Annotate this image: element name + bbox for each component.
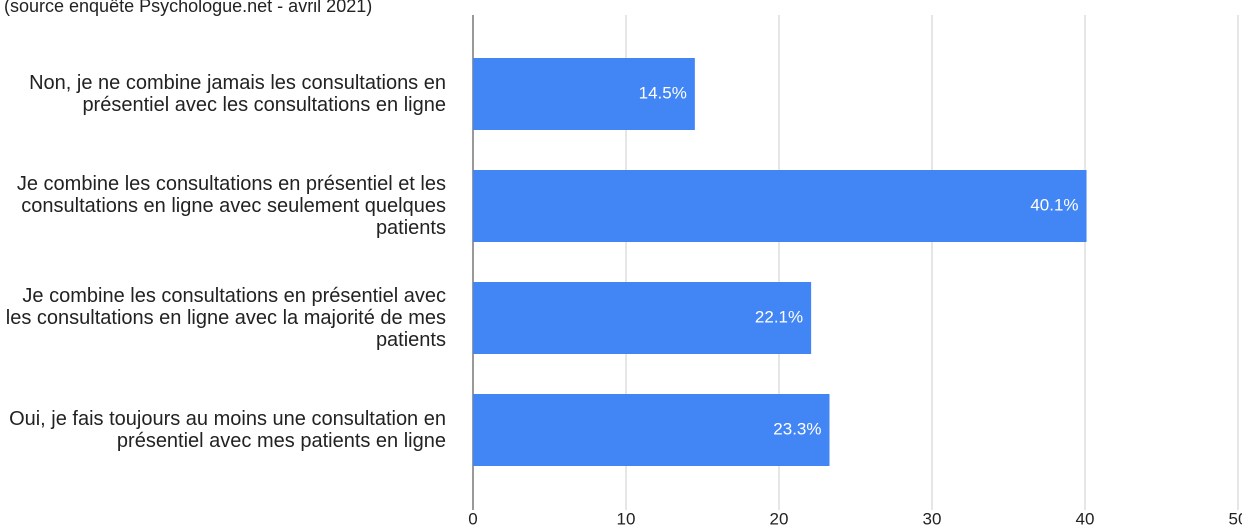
bar	[473, 170, 1087, 242]
x-tick-label: 10	[617, 509, 636, 528]
value-label: 22.1%	[755, 307, 803, 326]
bar	[473, 282, 812, 354]
x-tick-label: 40	[1076, 509, 1095, 528]
bar	[473, 394, 830, 466]
y-tick-label: Je combine les consultations en présenti…	[5, 285, 446, 351]
bar	[473, 58, 695, 130]
x-tick-label: 20	[770, 509, 789, 528]
category-label-box: Non, je ne combine jamais les consultati…	[29, 72, 446, 116]
category-label-box: Je combine les consultations en présenti…	[5, 285, 446, 351]
value-label: 23.3%	[773, 419, 821, 438]
category-label-box: Je combine les consultations en présenti…	[16, 173, 446, 239]
x-tick-label: 30	[923, 509, 942, 528]
category-label-box: Oui, je fais toujours au moins une consu…	[9, 408, 446, 452]
y-tick-label: Non, je ne combine jamais les consultati…	[29, 72, 446, 116]
y-tick-label: Oui, je fais toujours au moins une consu…	[9, 408, 446, 452]
value-label: 40.1%	[1030, 195, 1078, 214]
chart-subtitle: (source enquête Psychologue.net - avril …	[4, 0, 372, 16]
y-tick-label: Je combine les consultations en présenti…	[16, 173, 446, 239]
value-label: 14.5%	[639, 83, 687, 102]
x-tick-label: 0	[468, 509, 477, 528]
x-tick-label: 50	[1229, 509, 1242, 528]
